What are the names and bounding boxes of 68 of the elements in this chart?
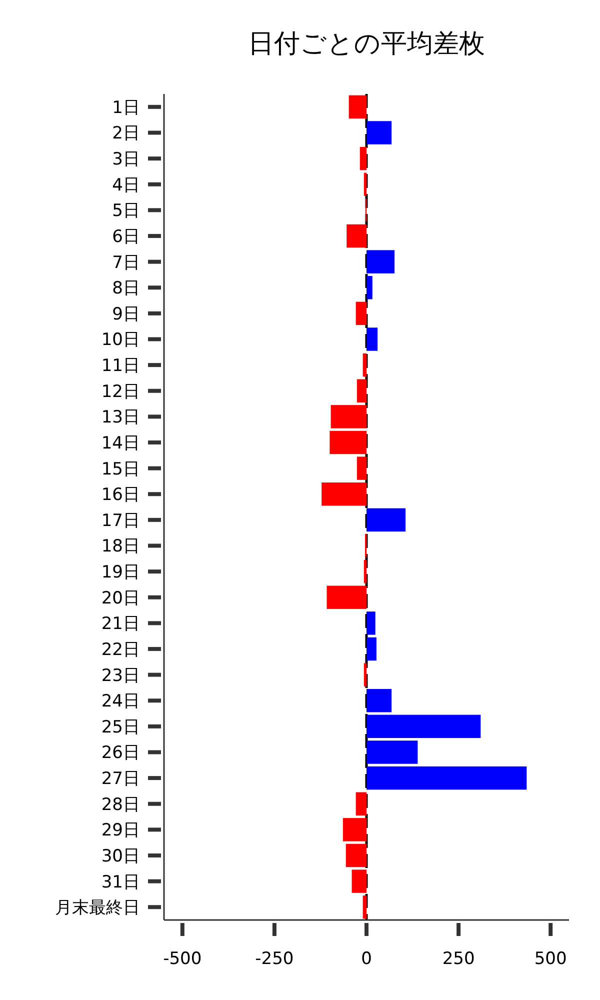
- bar: [366, 250, 394, 274]
- y-tick-label: 15日: [101, 459, 140, 480]
- bar: [356, 792, 366, 816]
- bar: [366, 612, 376, 635]
- y-tick-label: 25日: [101, 717, 140, 738]
- bar: [366, 714, 481, 738]
- y-tick-label: 6日: [112, 226, 140, 247]
- x-tick-label: 250: [442, 949, 475, 969]
- bar: [322, 482, 366, 506]
- x-tick-label: -250: [255, 949, 294, 969]
- y-tick-label: 30日: [101, 846, 140, 866]
- bar: [366, 328, 378, 351]
- y-tick-label: 16日: [101, 485, 140, 506]
- bar: [366, 276, 372, 300]
- y-tick-label: 22日: [101, 640, 140, 660]
- y-tick-label: 19日: [101, 562, 140, 583]
- y-tick-label: 24日: [101, 692, 140, 712]
- bar: [356, 379, 366, 402]
- bar: [366, 121, 392, 144]
- bar: [364, 663, 366, 686]
- bar: [366, 637, 376, 661]
- bar: [346, 844, 366, 868]
- y-tick-label: 5日: [112, 201, 140, 222]
- y-tick-label: 2日: [112, 124, 140, 144]
- bar: [366, 688, 392, 712]
- x-tick-label: 0: [361, 949, 372, 969]
- bar: [356, 456, 366, 480]
- y-tick-label: 17日: [101, 510, 140, 531]
- bar: [364, 560, 366, 584]
- y-tick-label: 28日: [101, 794, 140, 815]
- y-tick-label: 29日: [101, 820, 140, 841]
- y-tick-label: 9日: [112, 304, 140, 324]
- y-tick-label: 1日: [112, 98, 140, 118]
- bar: [362, 895, 366, 919]
- bar: [366, 508, 406, 532]
- y-tick-label: 18日: [101, 536, 140, 557]
- bar: [330, 430, 366, 454]
- bar: [348, 95, 366, 119]
- x-tick-label: -500: [163, 949, 202, 969]
- y-tick-label: 26日: [101, 743, 140, 764]
- x-tick-label: 500: [534, 949, 567, 969]
- bar: [366, 740, 418, 764]
- bar: [364, 172, 366, 196]
- y-tick-label: 27日: [101, 769, 140, 790]
- y-tick-label: 12日: [101, 382, 140, 402]
- y-tick-label: 7日: [112, 252, 140, 273]
- y-tick-label: 31日: [101, 872, 140, 892]
- bar: [330, 405, 366, 428]
- bar: [342, 818, 366, 842]
- y-tick-label: 10日: [101, 330, 140, 350]
- y-tick-label: 13日: [101, 408, 140, 428]
- bar: [346, 224, 366, 248]
- y-tick-label: 14日: [101, 433, 140, 454]
- y-tick-label: 11日: [101, 356, 140, 376]
- y-tick-label: 月末最終日: [55, 898, 140, 918]
- bar: [326, 586, 366, 609]
- y-tick-label: 23日: [101, 666, 140, 686]
- bar: [356, 302, 366, 326]
- y-tick-label: 20日: [101, 588, 140, 608]
- chart-title: 日付ごとの平均差枚: [248, 29, 485, 59]
- y-tick-label: 21日: [101, 614, 140, 634]
- y-tick-label: 3日: [112, 150, 140, 170]
- y-tick-label: 8日: [112, 278, 140, 299]
- bar: [360, 146, 366, 170]
- bar: [352, 870, 366, 893]
- bar: [366, 766, 527, 790]
- y-tick-label: 4日: [112, 175, 140, 196]
- bar: [362, 353, 366, 377]
